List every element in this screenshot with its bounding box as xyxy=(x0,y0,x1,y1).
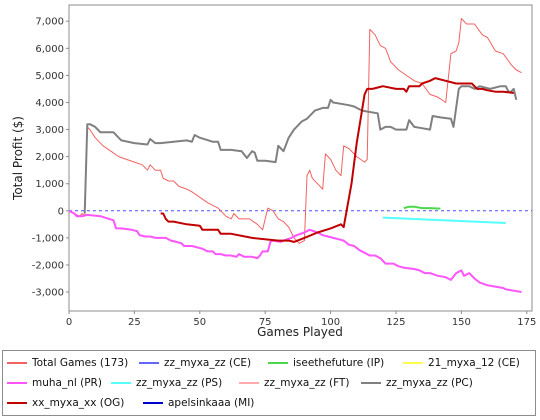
x-tick-label: 125 xyxy=(386,317,405,328)
x-axis-title: Games Played xyxy=(257,325,343,339)
y-axis-ticks: -3,000 -2,000 -1,000 0 1,000 2,000 3,000 4,000 5… xyxy=(32,17,69,299)
y-tick-label: -2,000 xyxy=(32,260,64,271)
legend-item-iseethefuture-ip: iseethefuture (IP) xyxy=(268,354,384,372)
y-tick-label: 0 xyxy=(58,206,64,217)
legend-swatch xyxy=(111,382,131,384)
series-line-zz-myxa-zz-ps xyxy=(382,216,506,224)
legend-swatch xyxy=(7,382,27,384)
series-line-iseethefuture-ip xyxy=(403,205,441,210)
x-tick-label: 100 xyxy=(321,317,340,328)
legend-item-zz-myxa-zz-pc: zz_myxa_zz (PC) xyxy=(361,374,473,392)
x-tick-label: 25 xyxy=(128,317,141,328)
y-tick-label: 2,000 xyxy=(35,152,64,163)
legend-swatch xyxy=(239,382,259,384)
legend-row-3: xx_myxa_xx (OG) apelsinkaaa (MI) xyxy=(3,394,535,412)
legend-swatch xyxy=(403,362,423,364)
legend-swatch xyxy=(143,402,163,404)
x-tick-label: 50 xyxy=(193,317,206,328)
y-axis-title: Total Profit ($) xyxy=(11,116,25,201)
legend-label: muha_nl (PR) xyxy=(32,377,102,389)
y-tick-label: 6,000 xyxy=(35,44,64,55)
profit-chart: -3,000 -2,000 -1,000 0 1,000 2,000 3,000 4,000 5… xyxy=(11,4,536,339)
legend-item-zz-myxa-zz-ft: zz_myxa_zz (FT) xyxy=(239,374,349,392)
legend-label: zz_myxa_zz (PC) xyxy=(386,377,473,389)
y-tick-label: 1,000 xyxy=(35,179,64,190)
legend-label: xx_myxa_xx (OG) xyxy=(32,397,125,409)
x-tick-label: 75 xyxy=(259,317,272,328)
legend-item-total-games: Total Games (173) xyxy=(7,354,128,372)
legend-label: zz_myxa_zz (FT) xyxy=(264,377,350,389)
x-tick-label: 175 xyxy=(517,317,536,328)
legend-swatch xyxy=(361,382,381,384)
legend-row-2: muha_nl (PR) zz_myxa_zz (PS) zz_myxa_zz … xyxy=(3,374,535,392)
legend-item-muha-nl-pr: muha_nl (PR) xyxy=(7,374,102,392)
y-tick-label: -3,000 xyxy=(32,288,64,299)
legend-label: iseethefuture (IP) xyxy=(293,357,385,369)
legend-swatch xyxy=(7,402,27,404)
x-axis-ticks: 0 25 50 75 100 125 150 175 xyxy=(66,311,536,328)
legend-swatch xyxy=(268,362,288,364)
y-tick-label: 3,000 xyxy=(35,125,64,136)
legend-label: apelsinkaaa (MI) xyxy=(168,397,255,409)
series-lines xyxy=(68,18,522,293)
legend-label: zz_myxa_zz (CE) xyxy=(164,357,252,369)
legend-label: Total Games (173) xyxy=(32,357,129,369)
plot-area xyxy=(68,4,533,312)
legend: Total Games (173) zz_myxa_zz (CE) iseeth… xyxy=(2,350,536,416)
legend-item-21-myxa-12-ce: 21_myxa_12 (CE) xyxy=(403,354,520,372)
legend-label: 21_myxa_12 (CE) xyxy=(428,357,520,369)
series-line-zz-myxa-zz-pc xyxy=(83,85,518,214)
y-tick-label: 5,000 xyxy=(35,71,64,82)
legend-item-zz-myxa-zz-ce: zz_myxa_zz (CE) xyxy=(139,354,251,372)
legend-swatch xyxy=(7,362,27,364)
x-tick-label: 150 xyxy=(452,317,471,328)
y-tick-label: 7,000 xyxy=(35,17,64,28)
legend-swatch xyxy=(139,362,159,364)
y-tick-label: -1,000 xyxy=(32,233,64,244)
legend-item-zz-myxa-zz-ps: zz_myxa_zz (PS) xyxy=(111,374,222,392)
series-line-xx-myxa-xx-og xyxy=(160,77,514,243)
legend-label: zz_myxa_zz (PS) xyxy=(136,377,223,389)
y-tick-label: 4,000 xyxy=(35,98,64,109)
x-tick-label: 0 xyxy=(66,317,72,328)
legend-row-1: Total Games (173) zz_myxa_zz (CE) iseeth… xyxy=(3,354,535,372)
legend-item-apelsinkaaa-mi: apelsinkaaa (MI) xyxy=(143,394,254,412)
legend-item-xx-myxa-xx-og: xx_myxa_xx (OG) xyxy=(7,394,124,412)
